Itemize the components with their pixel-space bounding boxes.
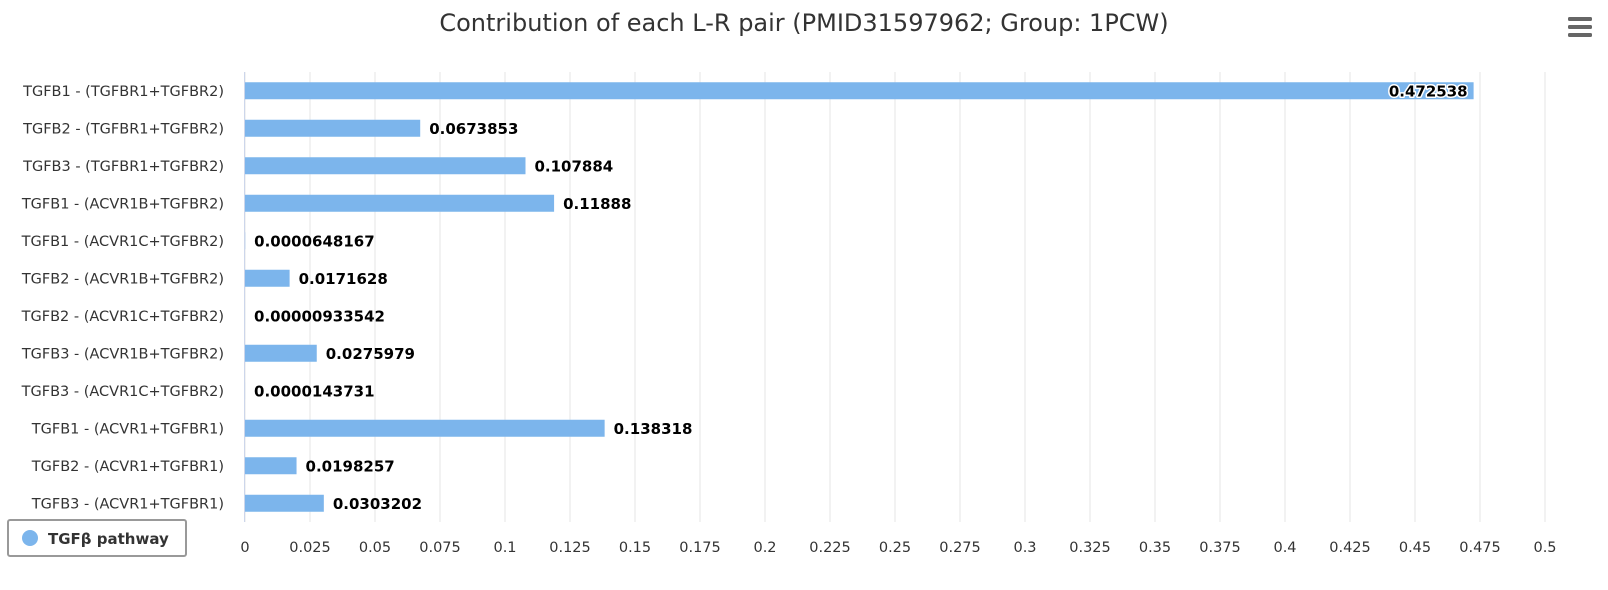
chart-menu-button[interactable] [1564,12,1596,44]
data-label: 0.00000933542 [254,307,385,325]
bar[interactable] [245,157,526,175]
data-label: 0.0000143731 [254,382,375,400]
data-label: 0.107884 [534,157,613,175]
category-label: TGFB2 - (ACVR1C+TGFBR2) [21,309,224,325]
x-tick-label: 0.325 [1069,540,1111,556]
data-label: 0.0198257 [306,457,395,475]
data-label: 0.0171628 [299,270,388,288]
bar[interactable] [245,119,421,137]
x-tick-label: 0.025 [289,540,331,556]
x-tick-label: 0.1 [493,540,516,556]
x-tick-label: 0.4 [1273,540,1296,556]
bar[interactable] [245,457,297,475]
bar[interactable] [245,194,555,212]
x-tick-label: 0.375 [1199,540,1241,556]
bar[interactable] [245,82,1474,100]
bar[interactable] [245,419,605,437]
data-labels: 0.4725380.4725380.06738530.1078840.11888… [254,81,1469,513]
hamburger-menu-icon[interactable] [1568,17,1592,37]
category-label: TGFB2 - (TGFBR1+TGFBR2) [22,121,224,137]
x-tick-label: 0.5 [1533,540,1556,556]
menu-icon-bar-middle [1568,25,1592,29]
legend-box [7,519,187,557]
x-tick-label: 0.15 [619,540,651,556]
category-label: TGFB1 - (ACVR1B+TGFBR2) [21,196,224,212]
value-axis-labels: 0 0.025 0.05 0.075 0.1 0.125 0.15 0.175 0.2 0.225… [240,540,1556,556]
legend-circle-icon [22,530,38,546]
category-axis-labels: TGFB1 - (TGFBR1+TGFBR2) TGFB2 - (TGFBR1+T… [21,84,224,513]
category-label: TGFB2 - (ACVR1B+TGFBR2) [21,271,224,287]
x-tick-label: 0.2 [753,540,776,556]
x-tick-label: 0.25 [879,540,911,556]
menu-icon-bar-top [1568,17,1592,21]
category-label: TGFB1 - (TGFBR1+TGFBR2) [22,84,224,100]
data-label-halo: 0.472538 [1389,82,1468,100]
category-label: TGFB3 - (ACVR1C+TGFBR2) [21,384,224,400]
x-tick-label: 0.475 [1459,540,1501,556]
x-tick-label: 0.35 [1139,540,1171,556]
x-tick-label: 0.425 [1329,540,1371,556]
x-tick-label: 0.175 [679,540,721,556]
category-label: TGFB3 - (ACVR1+TGFBR1) [31,496,224,512]
bar[interactable] [245,494,324,512]
x-tick-label: 0.125 [549,540,591,556]
chart-title: Contribution of each L-R pair (PMID31597… [439,9,1168,37]
category-label: TGFB1 - (ACVR1+TGFBR1) [31,421,224,437]
category-label: TGFB3 - (ACVR1B+TGFBR2) [21,346,224,362]
x-tick-label: 0.45 [1399,540,1431,556]
data-label: 0.0000648167 [254,232,375,250]
bar[interactable] [245,344,317,362]
x-tick-label: 0.275 [939,540,981,556]
x-tick-label: 0.05 [359,540,391,556]
data-label: 0.138318 [614,420,693,438]
x-tick-label: 0 [240,540,249,556]
data-label: 0.0673853 [429,120,518,138]
category-label: TGFB2 - (ACVR1+TGFBR1) [31,459,224,475]
data-label: 0.0303202 [333,495,422,513]
bar[interactable] [245,269,290,287]
bar-series [245,82,1474,512]
legend-label: TGFβ pathway [48,530,169,548]
x-gridlines [244,72,1546,522]
category-label: TGFB3 - (TGFBR1+TGFBR2) [22,159,224,175]
x-tick-label: 0.225 [809,540,851,556]
data-label: 0.0275979 [326,345,415,363]
category-label: TGFB1 - (ACVR1C+TGFBR2) [21,234,224,250]
x-tick-label: 0.3 [1013,540,1036,556]
legend-item-tgfb-pathway[interactable]: TGFβ pathway [7,519,187,557]
data-label: 0.11888 [563,195,631,213]
menu-icon-bar-bottom [1568,33,1592,37]
x-tick-label: 0.075 [419,540,461,556]
data-label: 0.472538 [1389,82,1468,100]
